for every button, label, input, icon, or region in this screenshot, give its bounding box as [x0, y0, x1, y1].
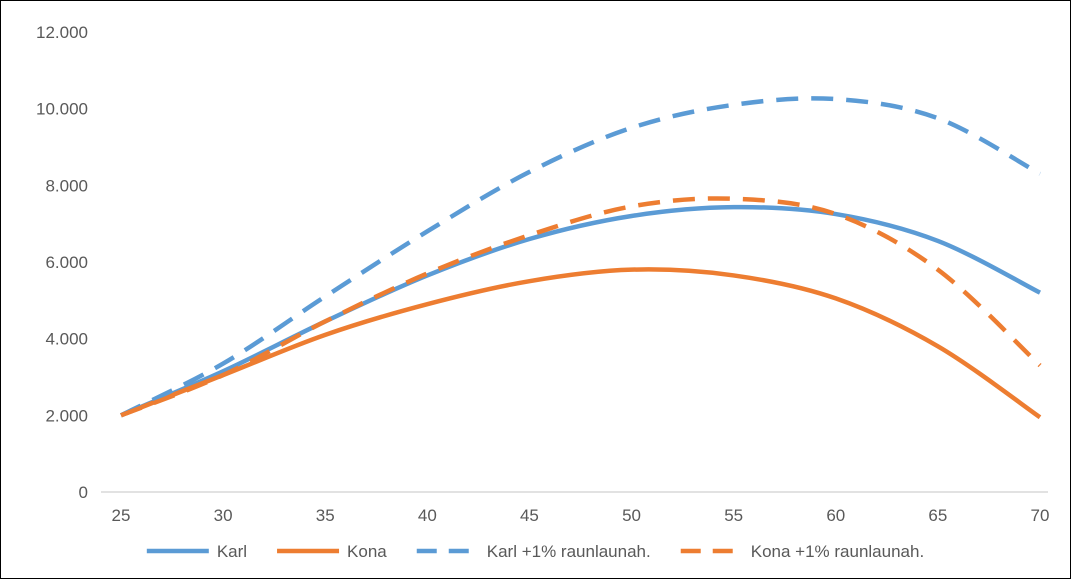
x-tick-label: 55 — [724, 506, 743, 525]
x-tick-label: 25 — [112, 506, 131, 525]
x-tick-label: 40 — [418, 506, 437, 525]
y-tick-label: 4.000 — [45, 330, 88, 349]
legend-label: Kona +1% raunlaunah. — [751, 542, 924, 561]
y-tick-label: 12.000 — [36, 23, 88, 42]
x-tick-label: 50 — [622, 506, 641, 525]
legend: Karl Kona Karl +1% raunlaunah. Kona +1% rau… — [146, 542, 924, 561]
x-tick-label: 70 — [1031, 506, 1050, 525]
y-tick-label: 6.000 — [45, 253, 88, 272]
series-line-kona — [120, 267, 1042, 420]
series-line-karl-1-raunlaunah — [119, 96, 1042, 418]
x-tick-label: 65 — [928, 506, 947, 525]
x-axis-ticks: 25 30 35 40 45 50 55 60 65 70 — [112, 506, 1050, 525]
legend-label: Kona — [347, 542, 387, 561]
x-tick-label: 30 — [214, 506, 233, 525]
x-tick-label: 60 — [826, 506, 845, 525]
y-tick-label: 10.000 — [36, 100, 88, 119]
y-axis-ticks: 0 2.000 4.000 6.000 8.000 10.000 12.000 — [36, 23, 88, 502]
x-tick-label: 45 — [520, 506, 539, 525]
series-line-karl — [120, 204, 1042, 418]
series-layer — [119, 96, 1042, 420]
x-tick-label: 35 — [316, 506, 335, 525]
y-tick-label: 8.000 — [45, 176, 88, 195]
legend-label: Karl +1% raunlaunah. — [487, 542, 651, 561]
y-tick-label: 0 — [79, 483, 88, 502]
y-tick-label: 2.000 — [45, 406, 88, 425]
legend-label: Karl — [217, 542, 247, 561]
series-line-kona-1-raunlaunah — [120, 196, 1042, 418]
